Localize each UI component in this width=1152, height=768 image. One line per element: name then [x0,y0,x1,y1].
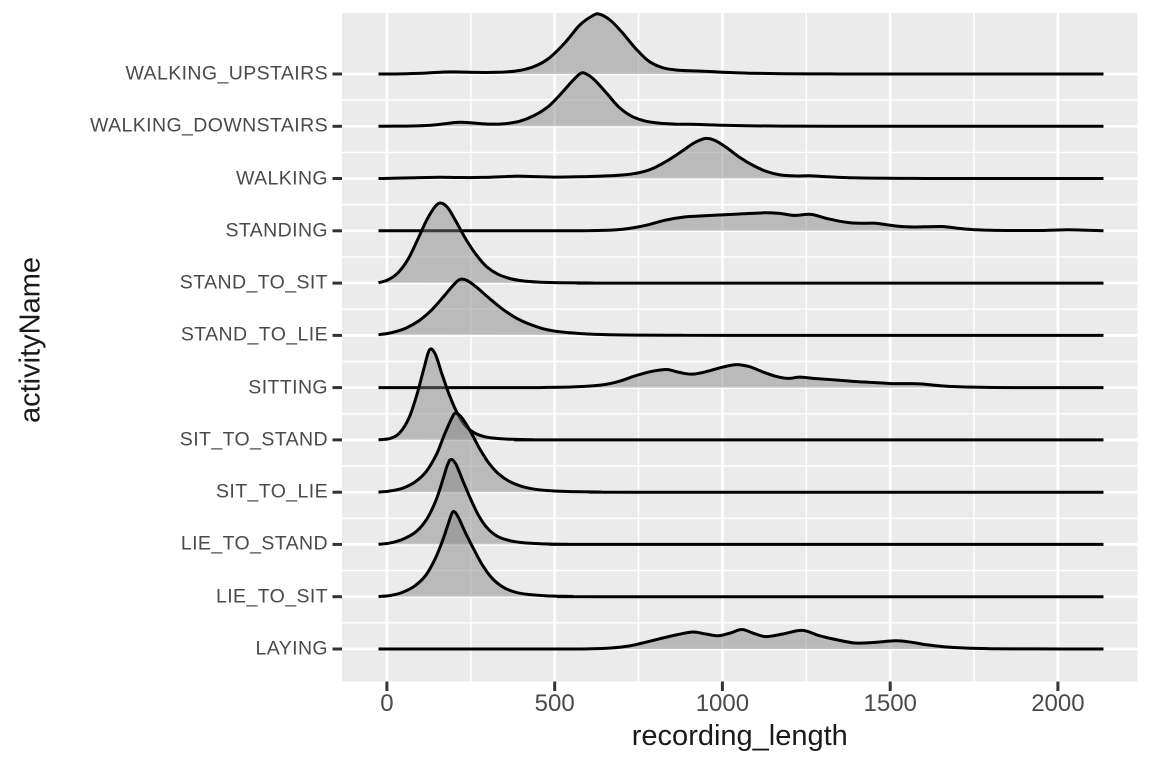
x-axis-title: recording_length [631,720,848,752]
ridge-line-LIE_TO_STAND [378,457,1104,546]
y-tick-label: STAND_TO_LIE [180,323,328,346]
x-tick-label: 500 [534,690,575,717]
ridge-SITTING [378,364,1104,388]
ridge-line-STAND_TO_LIE [378,277,1104,337]
x-tick-label: 0 [380,690,394,717]
y-tick-label: LAYING [255,637,328,660]
y-tick-label: STAND_TO_SIT [179,271,328,294]
ridge-line-WALKING [378,136,1104,181]
x-tick-label: 1500 [863,690,917,717]
y-tick-label: WALKING_DOWNSTAIRS [90,114,328,137]
ridge-line-WALKING_UPSTAIRS [378,12,1104,76]
ridge-line-STAND_TO_SIT [378,201,1104,285]
ridge-line-SITTING [378,363,1104,390]
y-tick-label: LIE_TO_SIT [215,584,328,607]
ridge-line-STANDING [378,211,1104,233]
ridge-line-LAYING [378,628,1104,651]
ridge-STANDING [378,212,1104,231]
ridge-line-LIE_TO_SIT [378,509,1104,599]
ridge-line-WALKING_DOWNSTAIRS [378,71,1104,128]
y-tick-label: SIT_TO_LIE [215,480,328,503]
y-tick-label: LIE_TO_STAND [180,532,328,555]
ridge-WALKING_UPSTAIRS [378,13,1104,75]
ridge-WALKING_DOWNSTAIRS [378,72,1104,127]
y-tick-label: SITTING [248,375,328,398]
x-tick-label: 1000 [695,690,750,717]
ridge-line-SIT_TO_LIE [378,411,1104,494]
ridge-STAND_TO_SIT [378,202,1104,284]
ridge-SIT_TO_STAND [378,348,1104,440]
x-tick-label: 2000 [1031,690,1085,717]
y-tick-label: WALKING_UPSTAIRS [125,62,328,85]
y-tick-label: WALKING [235,166,328,189]
ridge-LIE_TO_STAND [378,459,1104,545]
y-tick-label: SIT_TO_STAND [179,428,328,451]
ridge-LAYING [378,629,1104,649]
y-axis-title: activityName [14,257,47,423]
y-tick-label: STANDING [225,219,328,242]
ridge-STAND_TO_LIE [378,279,1104,336]
